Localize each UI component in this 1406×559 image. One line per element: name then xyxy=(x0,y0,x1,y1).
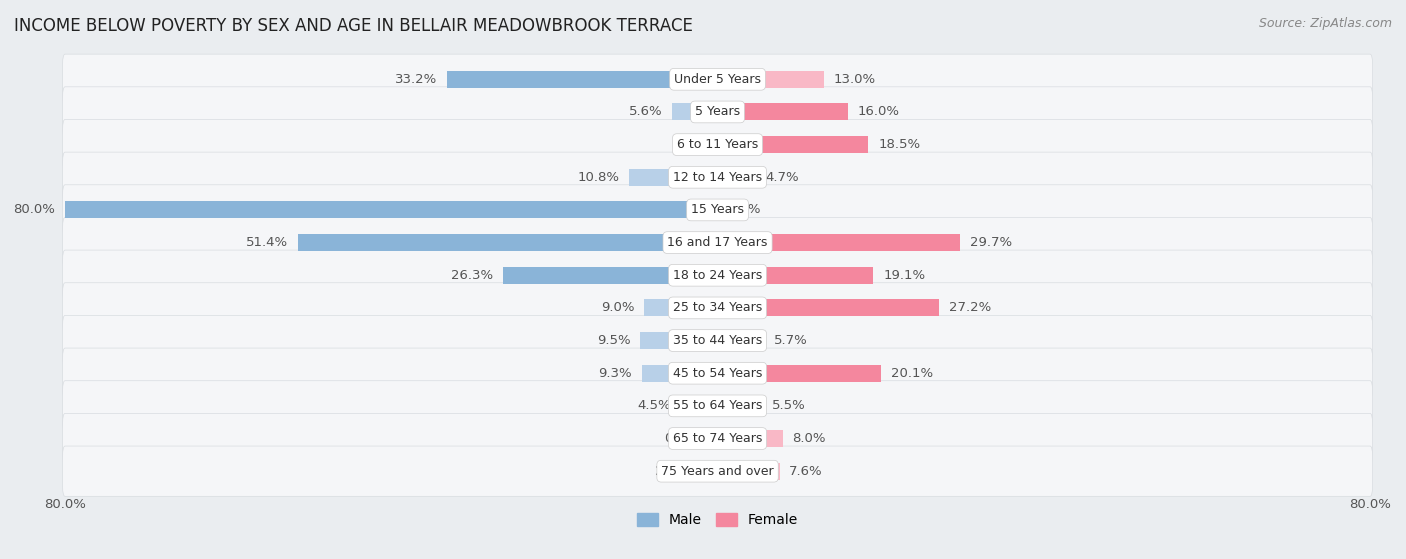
Text: Source: ZipAtlas.com: Source: ZipAtlas.com xyxy=(1258,17,1392,30)
Text: 4.7%: 4.7% xyxy=(766,170,799,184)
Text: 19.1%: 19.1% xyxy=(883,269,925,282)
Text: 12 to 14 Years: 12 to 14 Years xyxy=(673,170,762,184)
FancyBboxPatch shape xyxy=(63,446,1372,496)
Bar xyxy=(644,300,717,316)
Bar xyxy=(699,463,717,480)
Bar xyxy=(672,103,717,120)
FancyBboxPatch shape xyxy=(63,250,1372,300)
Bar xyxy=(447,71,717,88)
Text: 9.3%: 9.3% xyxy=(599,367,631,380)
Text: 5.6%: 5.6% xyxy=(628,106,662,119)
Bar xyxy=(717,463,779,480)
Text: 9.5%: 9.5% xyxy=(596,334,630,347)
Text: 29.7%: 29.7% xyxy=(970,236,1012,249)
Text: 18.5%: 18.5% xyxy=(879,138,921,151)
Text: 33.2%: 33.2% xyxy=(395,73,437,86)
Text: 0.0%: 0.0% xyxy=(727,203,761,216)
Bar xyxy=(65,201,717,219)
Text: 35 to 44 Years: 35 to 44 Years xyxy=(673,334,762,347)
Text: 75 Years and over: 75 Years and over xyxy=(661,465,773,478)
Text: 51.4%: 51.4% xyxy=(246,236,288,249)
Text: 5.5%: 5.5% xyxy=(772,399,806,413)
Text: 16.0%: 16.0% xyxy=(858,106,900,119)
FancyBboxPatch shape xyxy=(63,54,1372,105)
Text: 0.0%: 0.0% xyxy=(675,138,707,151)
Bar xyxy=(298,234,717,251)
Text: 6 to 11 Years: 6 to 11 Years xyxy=(676,138,758,151)
Bar xyxy=(717,103,848,120)
Bar xyxy=(717,300,939,316)
Bar xyxy=(717,234,960,251)
Bar xyxy=(717,71,824,88)
Text: 25 to 34 Years: 25 to 34 Years xyxy=(673,301,762,314)
Bar xyxy=(717,397,762,414)
Legend: Male, Female: Male, Female xyxy=(631,508,804,533)
FancyBboxPatch shape xyxy=(63,414,1372,463)
Text: 65 to 74 Years: 65 to 74 Years xyxy=(673,432,762,445)
Text: INCOME BELOW POVERTY BY SEX AND AGE IN BELLAIR MEADOWBROOK TERRACE: INCOME BELOW POVERTY BY SEX AND AGE IN B… xyxy=(14,17,693,35)
Bar xyxy=(717,364,882,382)
Text: 0.18%: 0.18% xyxy=(664,432,706,445)
Bar xyxy=(717,332,763,349)
Text: 4.5%: 4.5% xyxy=(637,399,671,413)
FancyBboxPatch shape xyxy=(63,120,1372,170)
Text: 80.0%: 80.0% xyxy=(14,203,55,216)
Bar xyxy=(640,332,717,349)
Text: 8.0%: 8.0% xyxy=(793,432,827,445)
Bar xyxy=(717,169,756,186)
Text: 16 and 17 Years: 16 and 17 Years xyxy=(668,236,768,249)
Text: 55 to 64 Years: 55 to 64 Years xyxy=(673,399,762,413)
Bar xyxy=(717,136,869,153)
FancyBboxPatch shape xyxy=(63,185,1372,235)
FancyBboxPatch shape xyxy=(63,87,1372,137)
Bar xyxy=(717,267,873,284)
FancyBboxPatch shape xyxy=(63,381,1372,431)
Text: 15 Years: 15 Years xyxy=(692,203,744,216)
Text: 45 to 54 Years: 45 to 54 Years xyxy=(673,367,762,380)
Text: 20.1%: 20.1% xyxy=(891,367,934,380)
Text: 5 Years: 5 Years xyxy=(695,106,740,119)
Bar xyxy=(630,169,717,186)
FancyBboxPatch shape xyxy=(63,283,1372,333)
Text: 18 to 24 Years: 18 to 24 Years xyxy=(673,269,762,282)
Text: Under 5 Years: Under 5 Years xyxy=(673,73,761,86)
Text: 9.0%: 9.0% xyxy=(600,301,634,314)
Text: 13.0%: 13.0% xyxy=(834,73,876,86)
Bar xyxy=(503,267,717,284)
Text: 2.3%: 2.3% xyxy=(655,465,689,478)
Bar xyxy=(681,397,717,414)
Text: 27.2%: 27.2% xyxy=(949,301,991,314)
Text: 7.6%: 7.6% xyxy=(789,465,823,478)
FancyBboxPatch shape xyxy=(63,348,1372,399)
Bar xyxy=(641,364,717,382)
Bar xyxy=(716,430,717,447)
Bar xyxy=(717,430,783,447)
Text: 10.8%: 10.8% xyxy=(578,170,620,184)
Text: 5.7%: 5.7% xyxy=(773,334,807,347)
FancyBboxPatch shape xyxy=(63,315,1372,366)
FancyBboxPatch shape xyxy=(63,152,1372,202)
Text: 26.3%: 26.3% xyxy=(451,269,494,282)
FancyBboxPatch shape xyxy=(63,217,1372,268)
